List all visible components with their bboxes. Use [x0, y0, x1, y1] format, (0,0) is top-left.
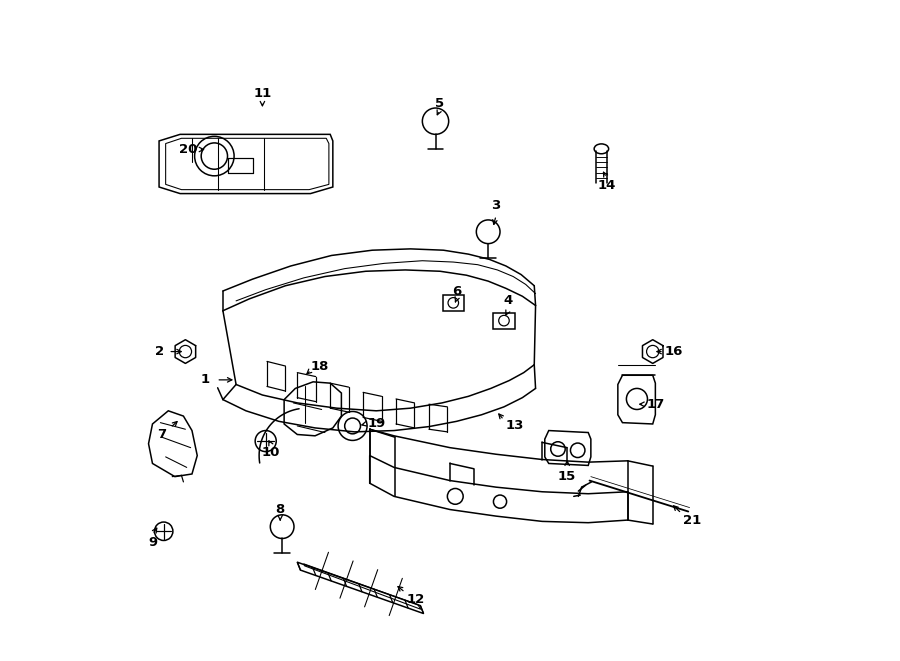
Bar [443, 295, 464, 311]
Text: 5: 5 [435, 97, 444, 110]
Text: 19: 19 [367, 418, 385, 430]
Text: 7: 7 [158, 428, 166, 441]
Text: 2: 2 [155, 345, 164, 358]
Text: 13: 13 [505, 420, 524, 432]
Text: 15: 15 [558, 470, 576, 483]
Text: 1: 1 [201, 373, 210, 387]
Text: 17: 17 [646, 398, 664, 410]
Text: 20: 20 [179, 143, 197, 156]
Text: 16: 16 [664, 345, 683, 358]
Text: 14: 14 [598, 179, 616, 192]
Text: 3: 3 [491, 199, 500, 212]
Text: 18: 18 [310, 360, 328, 373]
Text: 21: 21 [683, 514, 701, 527]
Text: 9: 9 [148, 536, 157, 549]
Text: 4: 4 [503, 294, 512, 307]
Text: 11: 11 [253, 87, 272, 100]
Text: 6: 6 [452, 284, 461, 297]
Text: 8: 8 [275, 503, 284, 516]
Text: 10: 10 [262, 446, 280, 459]
Text: 12: 12 [407, 592, 425, 605]
Bar [493, 313, 515, 329]
